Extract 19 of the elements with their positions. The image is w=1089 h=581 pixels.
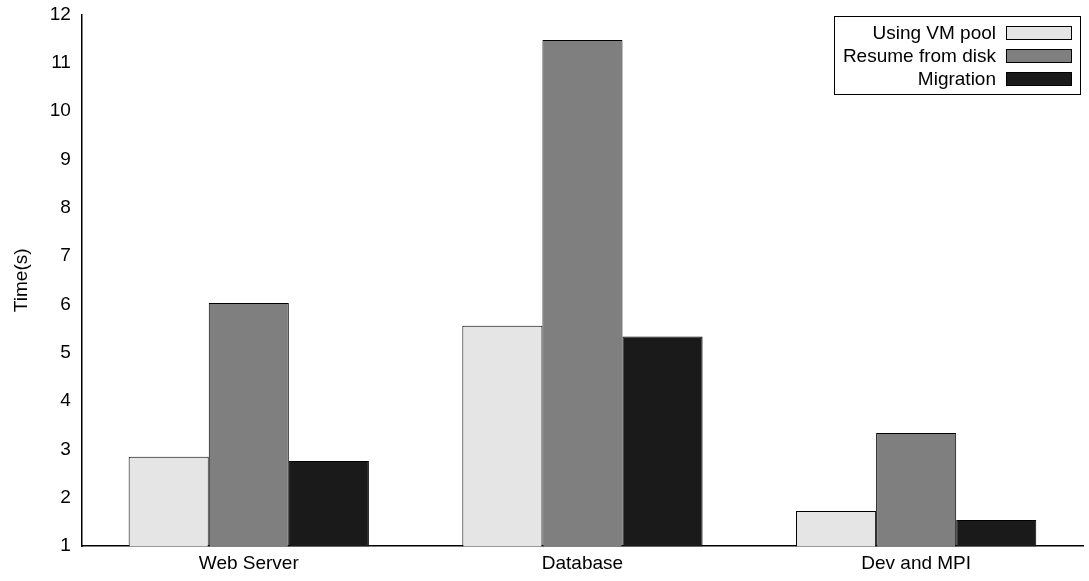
y-axis-title: Time(s) — [9, 248, 31, 313]
y-tick-label: 3 — [60, 437, 71, 459]
y-tick-label: 7 — [60, 244, 71, 266]
y-tick-label: 2 — [60, 486, 71, 508]
y-tick-label: 11 — [51, 50, 71, 72]
y-tick-label: 12 — [49, 2, 71, 24]
legend-label: Resume from disk — [842, 44, 996, 67]
y-tick-label: 6 — [60, 292, 71, 314]
legend-label: Using VM pool — [872, 21, 996, 44]
legend-label: Migration — [917, 67, 996, 90]
y-tick-label: 10 — [49, 99, 71, 121]
x-tick-label: Database — [541, 551, 624, 573]
y-tick-label: 8 — [60, 196, 71, 218]
x-tick-label: Dev and MPI — [861, 551, 972, 573]
y-tick-label: 9 — [60, 147, 71, 169]
x-tick-label: Web Server — [198, 551, 300, 573]
y-tick-label: 5 — [60, 341, 71, 363]
y-tick-label: 1 — [60, 534, 71, 556]
y-tick-label: 4 — [60, 389, 72, 411]
